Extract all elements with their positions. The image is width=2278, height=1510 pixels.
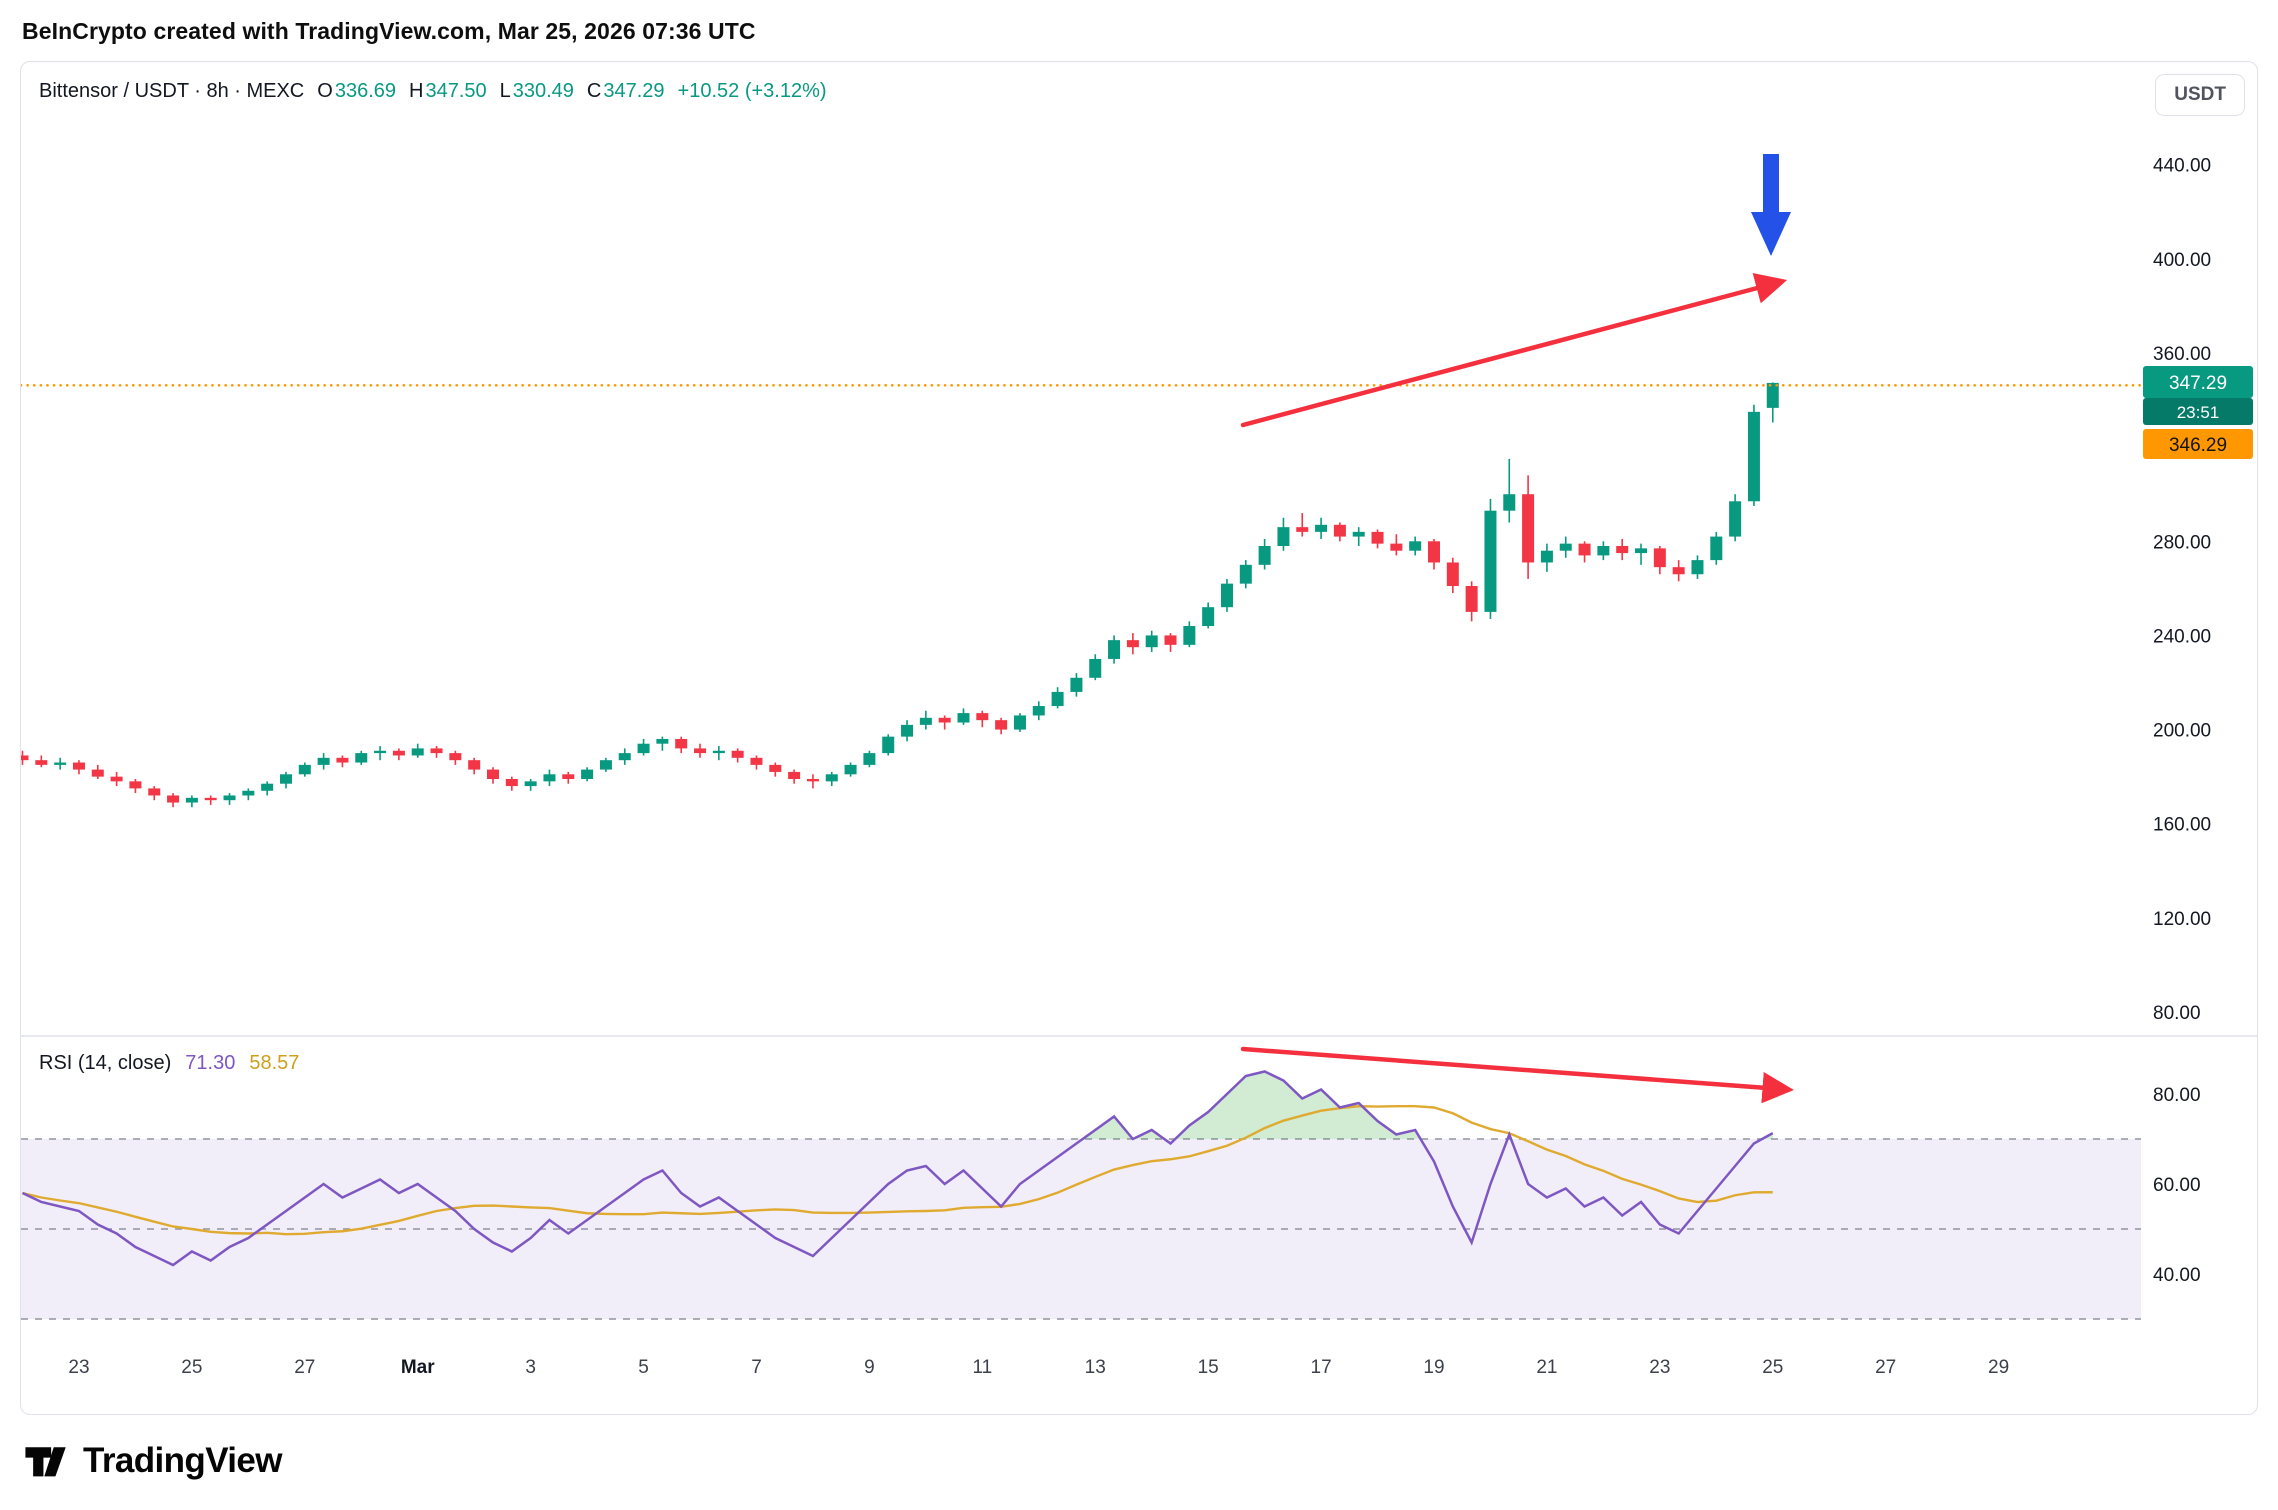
price-axis[interactable]: 440.00 400.00 360.00 280.00 240.00 200.00 160.… [2153, 156, 2211, 1024]
svg-text:17: 17 [1311, 1357, 1332, 1378]
svg-text:Mar: Mar [401, 1357, 435, 1378]
ohlc-open: O 336.69 [317, 80, 396, 102]
red-trend-arrow-price[interactable] [1240, 272, 1788, 428]
svg-text:27: 27 [1875, 1357, 1896, 1378]
symbol-title[interactable]: Bittensor / USDT · 8h · MEXC [39, 80, 305, 102]
rsi-legend: RSI (14, close) 71.30 58.57 [39, 1052, 299, 1075]
tradingview-logo-icon [25, 1447, 66, 1477]
svg-text:7: 7 [751, 1357, 762, 1378]
time-axis[interactable]: 23 25 27 Mar 3 5 7 9 11 13 15 17 19 21 23 25 27 29 [68, 1357, 2009, 1378]
svg-text:80.00: 80.00 [2153, 1003, 2201, 1024]
svg-text:19: 19 [1423, 1357, 1444, 1378]
svg-text:80.00: 80.00 [2153, 1085, 2201, 1106]
currency-toggle-button[interactable]: USDT [2155, 74, 2245, 116]
rsi-axis[interactable]: 80.00 60.00 40.00 [2153, 1085, 2201, 1286]
footer: TradingView [20, 1415, 2258, 1485]
svg-text:13: 13 [1085, 1357, 1106, 1378]
svg-text:11: 11 [972, 1357, 992, 1378]
svg-text:160.00: 160.00 [2153, 815, 2211, 836]
ohlc-close: C 347.29 [586, 80, 665, 102]
svg-text:347.29: 347.29 [2169, 373, 2227, 394]
svg-text:60.00: 60.00 [2153, 1175, 2201, 1196]
chart-canvas[interactable]: 440.00400.00360.00280.00240.00200.00160.… [21, 62, 2257, 1414]
price-change: +10.52 (+3.12%) [677, 80, 827, 102]
svg-text:40.00: 40.00 [2153, 1265, 2201, 1286]
ohlc-low: L 330.49 [499, 80, 574, 102]
svg-text:3: 3 [525, 1357, 536, 1378]
svg-text:440.00: 440.00 [2153, 156, 2211, 177]
attribution-text: BeInCrypto created with TradingView.com,… [22, 18, 756, 44]
svg-text:25: 25 [181, 1357, 202, 1378]
svg-text:27: 27 [294, 1357, 315, 1378]
tradingview-logo[interactable]: TradingView [22, 1437, 283, 1485]
svg-text:21: 21 [1536, 1357, 1557, 1378]
rsi-ma-line [22, 1105, 1773, 1236]
red-trend-arrow-rsi[interactable] [1240, 1046, 1794, 1104]
svg-text:400.00: 400.00 [2153, 250, 2211, 271]
svg-text:15: 15 [1198, 1357, 1219, 1378]
tradingview-logo-text: TradingView [83, 1441, 283, 1480]
svg-text:23: 23 [68, 1357, 89, 1378]
svg-text:240.00: 240.00 [2153, 626, 2211, 647]
rsi-overbought-fill [22, 1071, 1773, 1139]
chart-card: 440.00 400.00 360.00 280.00 240.00 200.00 160.… [20, 61, 2258, 1415]
current-price-badge [2143, 366, 2253, 398]
symbol-legend: Bittensor / USDT · 8h · MEXC O 336.69 H 34… [39, 80, 827, 103]
svg-text:25: 25 [1762, 1357, 1783, 1378]
rsi-band [21, 1139, 2141, 1319]
ohlc-high: H 347.50 [409, 80, 487, 102]
rsi-line [21, 1070, 1774, 1267]
svg-text:9: 9 [864, 1357, 875, 1378]
svg-text:200.00: 200.00 [2153, 721, 2211, 742]
alert-price-badge [2143, 429, 2253, 459]
rsi-ma-value: 58.57 [249, 1052, 300, 1074]
svg-text:5: 5 [638, 1357, 649, 1378]
svg-text:23:51: 23:51 [2177, 403, 2220, 422]
rsi-title[interactable]: RSI (14, close) [39, 1052, 172, 1074]
blue-down-arrow[interactable] [1751, 154, 1791, 256]
svg-text:29: 29 [1988, 1357, 2009, 1378]
svg-text:280.00: 280.00 [2153, 532, 2211, 553]
svg-text:360.00: 360.00 [2153, 344, 2211, 365]
svg-text:23: 23 [1649, 1357, 1670, 1378]
rsi-current-value: 71.30 [185, 1052, 236, 1074]
countdown-badge [2143, 398, 2253, 425]
svg-text:346.29: 346.29 [2169, 435, 2227, 456]
candlestick-series [21, 382, 1779, 808]
svg-text:120.00: 120.00 [2153, 909, 2211, 930]
